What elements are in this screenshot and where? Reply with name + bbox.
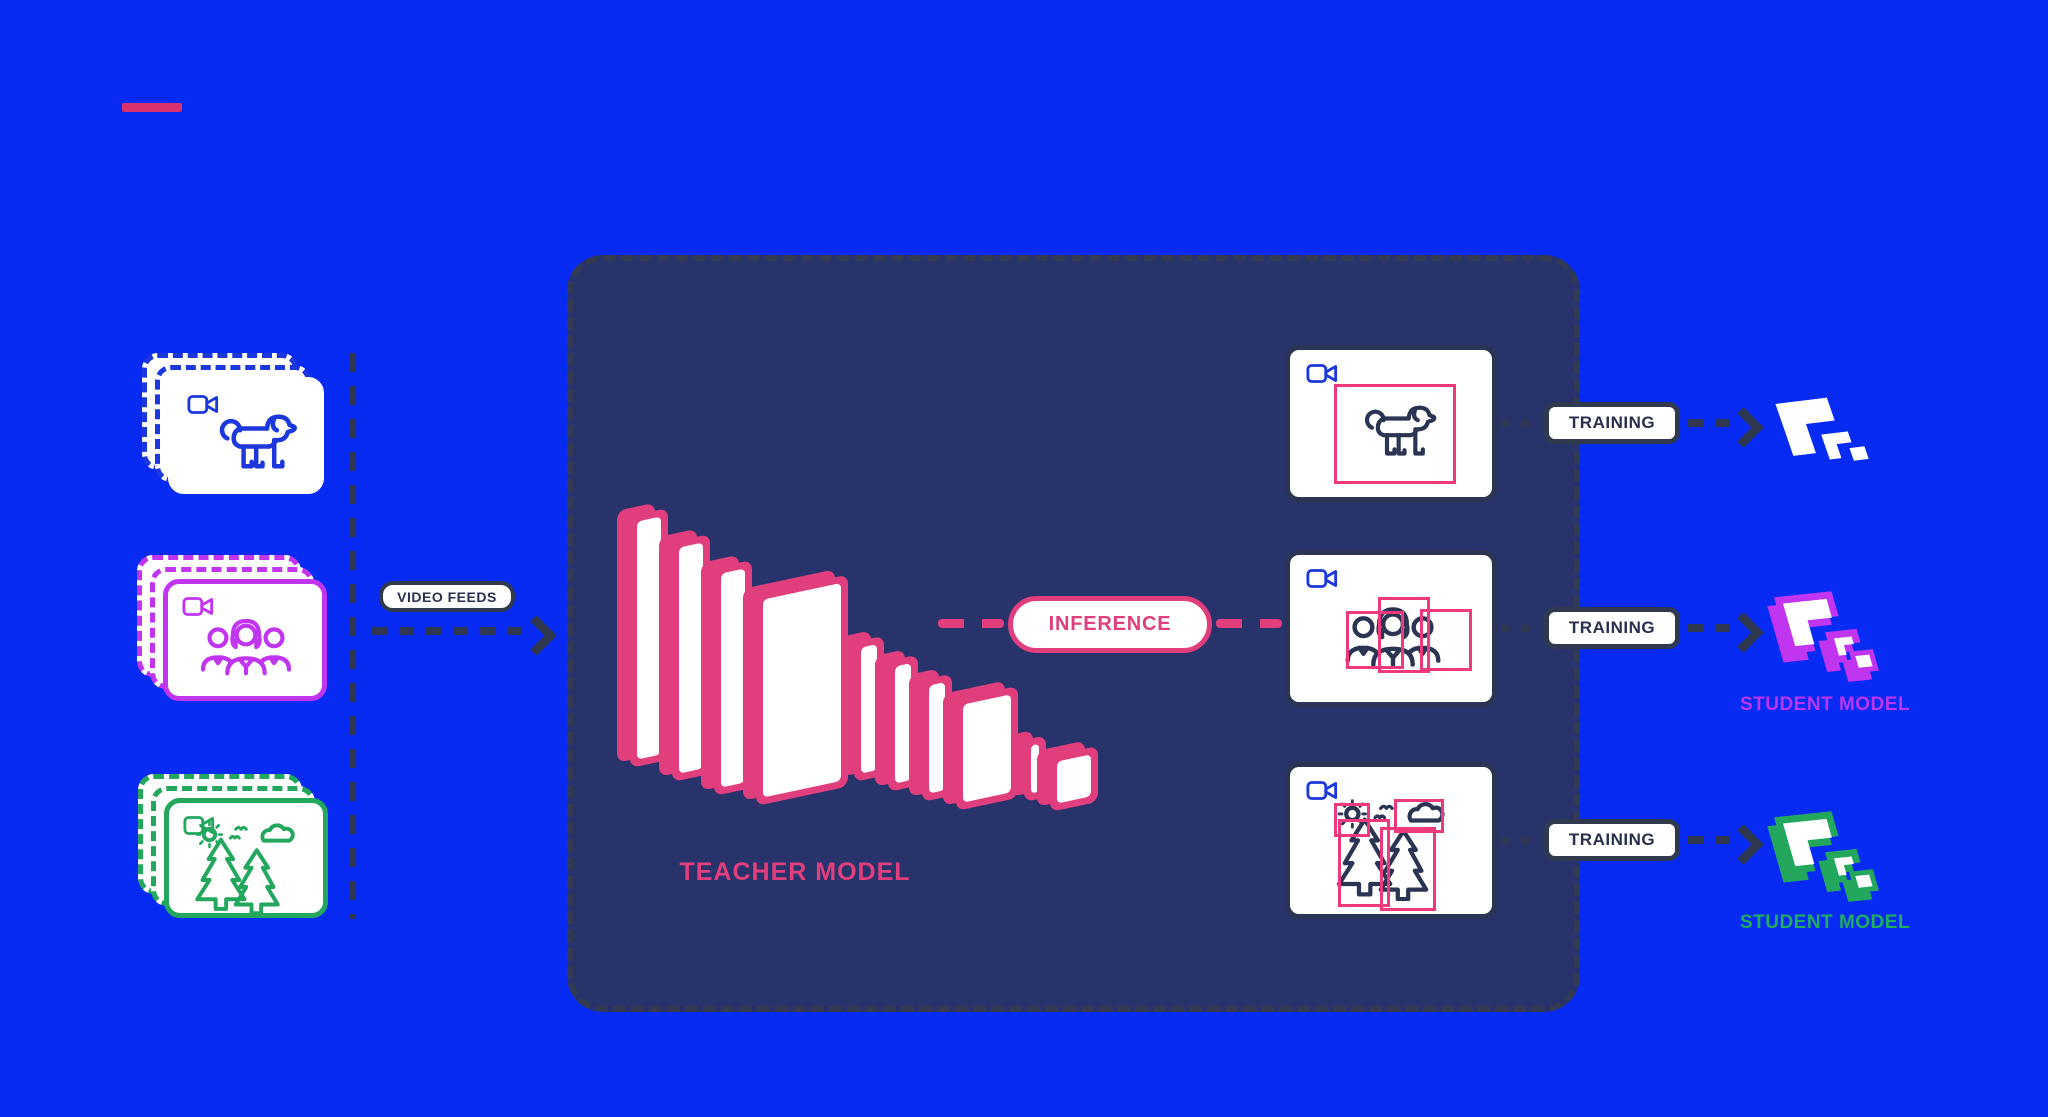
- logo-square-small: [1842, 869, 1879, 902]
- detection-to-training-line: [1501, 420, 1541, 427]
- training-arrow-line: [1688, 836, 1732, 844]
- teacher-layer: [956, 685, 1018, 811]
- training-label: TRAINING: [1544, 402, 1680, 444]
- forest-frame: [164, 798, 328, 918]
- bounding-box: [1338, 819, 1390, 907]
- bounding-box: [1378, 597, 1430, 673]
- inference-dash-right: [1216, 619, 1282, 628]
- inference-label: INFERENCE: [1008, 596, 1212, 653]
- student-model-label: STUDENT MODEL: [1739, 694, 1911, 715]
- video-feeds-arrowhead-icon: [515, 614, 558, 657]
- student-model-logo-green: [1765, 806, 1886, 906]
- detection-to-training-line: [1501, 837, 1541, 844]
- detection-to-training-line: [1501, 625, 1541, 632]
- student-model-logo-white: [1775, 394, 1874, 467]
- forest-icon: [187, 817, 309, 915]
- dog-icon: [195, 400, 303, 484]
- video-feeds-label: VIDEO FEEDS: [379, 581, 515, 612]
- video-camera-icon: [1306, 567, 1338, 590]
- training-arrowhead-icon: [1722, 823, 1765, 866]
- video-feeds-arrow-line: [372, 627, 522, 635]
- detection-card-people: [1285, 550, 1497, 707]
- people-frame: [163, 579, 327, 701]
- bounding-box: [1346, 611, 1404, 669]
- training-arrow-line: [1688, 624, 1732, 632]
- detection-card-forest: [1285, 762, 1497, 919]
- training-arrowhead-icon: [1722, 406, 1765, 449]
- teacher-model-illustration: [630, 507, 1100, 826]
- student-model-logo-magenta: [1765, 586, 1886, 686]
- brand-dash: [122, 103, 182, 112]
- training-label: TRAINING: [1544, 819, 1680, 861]
- dog-frame: [168, 377, 324, 494]
- logo-square-small: [1842, 649, 1879, 682]
- bounding-box: [1420, 609, 1472, 671]
- training-arrow-line: [1688, 419, 1732, 427]
- teacher-layer: [756, 574, 848, 806]
- teacher-model-label: TEACHER MODEL: [679, 858, 911, 886]
- teacher-layer: [1050, 745, 1098, 812]
- training-arrowhead-icon: [1722, 611, 1765, 654]
- logo-square-small: [1849, 446, 1869, 461]
- training-label: TRAINING: [1544, 607, 1680, 649]
- inference-dash-left: [938, 619, 1004, 628]
- detection-card-dog: [1285, 345, 1497, 502]
- bounding-box: [1380, 827, 1436, 911]
- feeds-collector-dashed-line: [349, 353, 356, 919]
- people-icon: [186, 606, 306, 692]
- bounding-box: [1334, 384, 1456, 484]
- bounding-box: [1394, 799, 1444, 833]
- student-model-label: STUDENT MODEL: [1739, 912, 1911, 933]
- video-camera-icon: [1306, 362, 1338, 385]
